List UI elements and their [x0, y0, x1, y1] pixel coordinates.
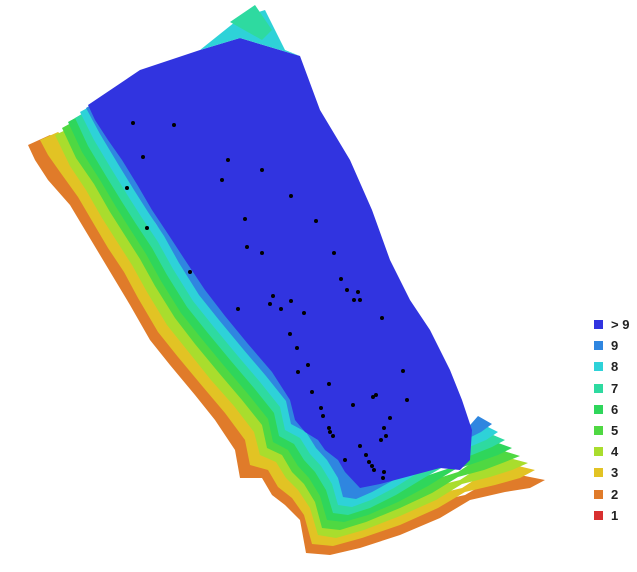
legend-item: > 9 — [594, 314, 629, 335]
camera-point — [380, 316, 384, 320]
camera-point — [243, 217, 247, 221]
camera-point — [401, 369, 405, 373]
legend-label: 8 — [611, 359, 619, 375]
camera-point — [188, 270, 192, 274]
legend-item: 4 — [594, 441, 629, 462]
camera-point — [145, 226, 149, 230]
camera-point — [382, 470, 386, 474]
camera-point — [351, 403, 355, 407]
legend-label: 2 — [611, 486, 619, 502]
camera-point — [367, 460, 371, 464]
camera-point — [371, 395, 375, 399]
camera-point — [358, 444, 362, 448]
camera-point — [260, 168, 264, 172]
camera-point — [388, 416, 392, 420]
camera-point — [364, 453, 368, 457]
camera-point — [125, 186, 129, 190]
camera-point — [141, 155, 145, 159]
camera-point — [328, 430, 332, 434]
legend-item: 2 — [594, 484, 629, 505]
legend-label: 1 — [611, 507, 619, 523]
legend-label: > 9 — [611, 317, 630, 333]
camera-point — [289, 299, 293, 303]
camera-point — [310, 390, 314, 394]
camera-point — [260, 251, 264, 255]
camera-point — [306, 363, 310, 367]
camera-point — [370, 464, 374, 468]
camera-point — [289, 194, 293, 198]
legend-label: 7 — [611, 380, 619, 396]
camera-point — [288, 332, 292, 336]
legend-label: 6 — [611, 401, 619, 417]
camera-point — [295, 346, 299, 350]
camera-point — [339, 277, 343, 281]
camera-point — [381, 476, 385, 480]
zone-over-9 — [88, 38, 472, 488]
legend-label: 9 — [611, 338, 619, 354]
camera-point — [352, 298, 356, 302]
camera-point — [356, 290, 360, 294]
camera-point — [321, 414, 325, 418]
camera-point — [172, 123, 176, 127]
camera-point — [245, 245, 249, 249]
legend-swatch — [594, 383, 603, 393]
camera-point — [343, 458, 347, 462]
camera-point — [327, 382, 331, 386]
camera-point — [296, 370, 300, 374]
legend-item: 9 — [594, 335, 629, 356]
camera-point — [268, 302, 272, 306]
camera-point — [384, 434, 388, 438]
camera-point — [319, 406, 323, 410]
camera-point — [372, 468, 376, 472]
legend-swatch — [594, 320, 603, 330]
overlap-zones — [28, 5, 545, 555]
legend-swatch — [594, 447, 603, 457]
legend-swatch — [594, 362, 603, 372]
zone-7 — [75, 108, 505, 515]
legend-item: 5 — [594, 420, 629, 441]
camera-point — [374, 393, 378, 397]
camera-point — [358, 298, 362, 302]
legend-label: 5 — [611, 423, 619, 439]
camera-point — [332, 251, 336, 255]
camera-points — [125, 121, 409, 480]
camera-point — [220, 178, 224, 182]
legend-swatch — [594, 426, 603, 436]
legend-swatch — [594, 510, 603, 520]
legend-item: 8 — [594, 356, 629, 377]
camera-point — [382, 426, 386, 430]
camera-point — [226, 158, 230, 162]
legend-label: 3 — [611, 465, 619, 481]
legend-swatch — [594, 341, 603, 351]
camera-point — [302, 311, 306, 315]
legend-item: 1 — [594, 505, 629, 526]
legend-swatch — [594, 468, 603, 478]
camera-point — [405, 398, 409, 402]
legend-label: 4 — [611, 444, 619, 460]
legend-item: 6 — [594, 399, 629, 420]
zone-top-band-7 — [230, 5, 272, 40]
camera-point — [314, 219, 318, 223]
camera-point — [331, 434, 335, 438]
camera-point — [279, 307, 283, 311]
camera-point — [271, 294, 275, 298]
camera-point — [379, 438, 383, 442]
legend-item: 7 — [594, 378, 629, 399]
zone-8 — [80, 102, 498, 507]
legend-item: 3 — [594, 462, 629, 483]
legend: > 9 9 8 7 6 5 4 3 2 1 — [594, 314, 629, 526]
legend-swatch — [594, 489, 603, 499]
legend-swatch — [594, 404, 603, 414]
camera-point — [327, 426, 331, 430]
camera-point — [131, 121, 135, 125]
camera-point — [236, 307, 240, 311]
camera-point — [345, 288, 349, 292]
